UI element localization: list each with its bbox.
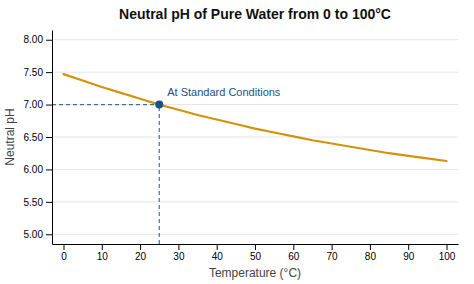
tick-label: 100: [439, 251, 456, 262]
tick-mark: [46, 137, 52, 138]
plot: 0 10 20 30 40 50 60 70 80 90 100 5.00 5.50 6.00 6.50 7.…: [24, 31, 459, 263]
tick: 0: [61, 244, 67, 262]
tick-mark: [46, 40, 52, 41]
tick-label: 50: [250, 251, 262, 262]
x-axis-label: Temperature (°C): [209, 266, 301, 280]
tick: 6.00: [24, 164, 52, 175]
tick-label: 20: [135, 251, 147, 262]
tick: 8.00: [24, 34, 52, 45]
tick-mark: [46, 105, 52, 106]
tick: 20: [135, 244, 147, 262]
tick: 5.00: [24, 229, 52, 240]
tick-label: 8.00: [24, 34, 44, 45]
grid-line: [52, 234, 458, 235]
tick-label: 7.50: [24, 67, 44, 78]
tick-label: 5.50: [24, 197, 44, 208]
grid: [52, 40, 458, 235]
tick-label: 80: [365, 251, 377, 262]
tick-mark: [178, 244, 179, 250]
tick: 6.50: [24, 132, 52, 143]
chart: 0 10 20 30 40 50 60 70 80 90 100 5.00 5.50 6.00 6.50 7.…: [0, 0, 474, 284]
tick-label: 7.00: [24, 99, 44, 110]
tick-mark: [102, 244, 103, 250]
tick: 80: [365, 244, 377, 262]
line: [63, 74, 446, 161]
grid-line: [52, 201, 458, 202]
tick-mark: [255, 244, 256, 250]
tick: 40: [212, 244, 224, 262]
tick: 90: [403, 244, 415, 262]
tick-mark: [63, 244, 64, 250]
tick-mark: [46, 202, 52, 203]
reference-line: [52, 104, 159, 105]
axis-line: [52, 31, 53, 245]
tick: 50: [250, 244, 262, 262]
tick-mark: [46, 169, 52, 170]
tick: 7.50: [24, 67, 52, 78]
tick-label: 6.50: [24, 132, 44, 143]
grid-line: [52, 72, 458, 73]
tick-label: 10: [97, 251, 109, 262]
tick-mark: [293, 244, 294, 250]
tick-label: 0: [61, 251, 67, 262]
tick: 70: [327, 244, 339, 262]
reference-line: [159, 105, 160, 244]
tick: 30: [173, 244, 185, 262]
tick-mark: [140, 244, 141, 250]
tick-label: 5.00: [24, 229, 44, 240]
tick-label: 70: [327, 251, 339, 262]
tick-label: 30: [173, 251, 185, 262]
y-axis-label: Neutral pH: [3, 108, 17, 165]
title: Neutral pH of Pure Water from 0 to 100°C: [119, 6, 391, 22]
tick-mark: [370, 244, 371, 250]
tick-mark: [447, 244, 448, 250]
tick: 100: [439, 244, 456, 262]
tick-label: 90: [403, 251, 415, 262]
tick-mark: [46, 72, 52, 73]
tick: 10: [97, 244, 109, 262]
grid-line: [52, 169, 458, 170]
point: [155, 101, 163, 109]
grid-line: [52, 39, 458, 40]
tick: 5.50: [24, 197, 52, 208]
tick-label: 40: [212, 251, 224, 262]
tick: 7.00: [24, 99, 52, 110]
annotation: At Standard Conditions: [167, 86, 281, 98]
marks: [52, 74, 447, 244]
tick-mark: [217, 244, 218, 250]
x-axis: 0 10 20 30 40 50 60 70 80 90 100: [53, 244, 459, 262]
grid-line: [52, 137, 458, 138]
tick-label: 60: [288, 251, 300, 262]
grid-line: [52, 104, 458, 105]
y-axis: 5.00 5.50 6.00 6.50 7.00 7.50 8.00: [24, 31, 53, 245]
tick-label: 6.00: [24, 164, 44, 175]
tick-mark: [46, 234, 52, 235]
tick-mark: [332, 244, 333, 250]
tick: 60: [288, 244, 300, 262]
tick-mark: [408, 244, 409, 250]
